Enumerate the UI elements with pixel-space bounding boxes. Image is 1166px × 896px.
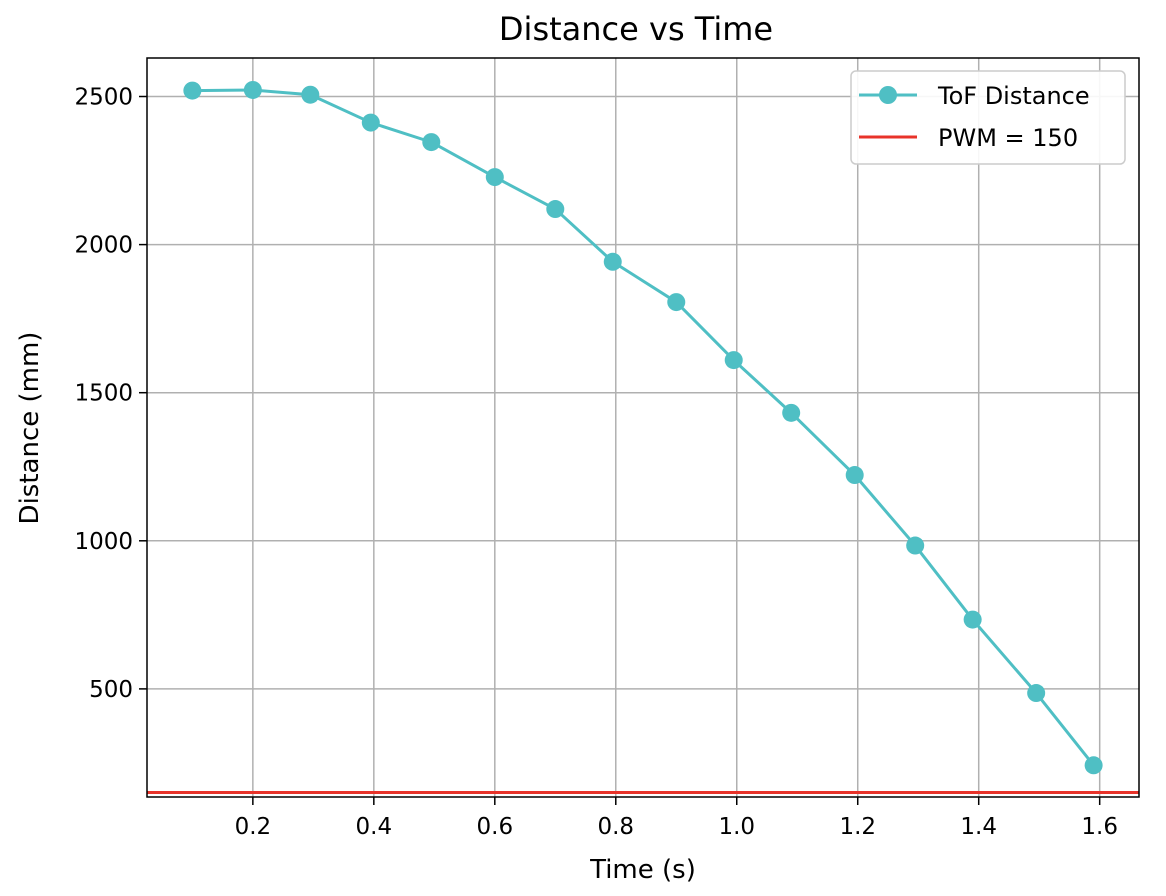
legend-pwm-label: PWM = 150 [938, 124, 1078, 152]
legend-box [850, 70, 1126, 165]
tof-distance-point [183, 81, 202, 100]
y-tick-label: 500 [89, 677, 133, 703]
tick-layer: 0.2 0.4 0.6 0.8 1.0 1.2 1.4 1.6 500 1000 1500 2000 2… [74, 85, 1118, 840]
tof-distance-point [667, 293, 686, 312]
x-tick-label: 0.6 [477, 814, 514, 840]
y-tick-label: 2000 [74, 233, 133, 259]
tof-distance-point [1084, 756, 1103, 775]
tof-distance-point [422, 133, 441, 152]
tof-distance-point [782, 403, 801, 422]
tof-distance-point [301, 85, 320, 104]
plot-frame [146, 57, 1140, 798]
y-axis-label: Distance (mm) [15, 332, 45, 525]
x-tick-label: 1.4 [960, 814, 997, 840]
tof-distance-point [546, 200, 565, 219]
tof-distance-point [724, 351, 743, 370]
y-tick-label: 1500 [74, 381, 133, 407]
legend-tof-swatch-marker [879, 86, 897, 104]
chart-title: Distance vs Time [499, 10, 773, 48]
x-axis-label: Time (s) [589, 855, 696, 885]
tof-distance-point [845, 466, 864, 485]
x-tick-label: 0.4 [356, 814, 393, 840]
tof-distance-point [906, 536, 925, 555]
x-tick-label: 0.2 [235, 814, 272, 840]
tof-distance-point [485, 168, 504, 187]
grid-layer [147, 58, 1139, 797]
tof-distance-point [603, 252, 622, 271]
legend: ToF Distance PWM = 150 [850, 70, 1126, 165]
series-layer [147, 80, 1139, 795]
tof-distance-point [1027, 684, 1046, 703]
y-tick-label: 1000 [74, 529, 133, 555]
x-tick-label: 1.6 [1081, 814, 1118, 840]
x-tick-label: 0.8 [597, 814, 634, 840]
tof-distance-point [963, 610, 982, 629]
tof-distance-point [361, 113, 380, 132]
tof-distance-line [192, 88, 1095, 767]
y-tick-label: 2500 [74, 85, 133, 111]
x-tick-label: 1.2 [839, 814, 876, 840]
tof-distance-point [243, 80, 262, 99]
x-tick-label: 1.0 [718, 814, 755, 840]
legend-tof-label: ToF Distance [937, 82, 1090, 110]
